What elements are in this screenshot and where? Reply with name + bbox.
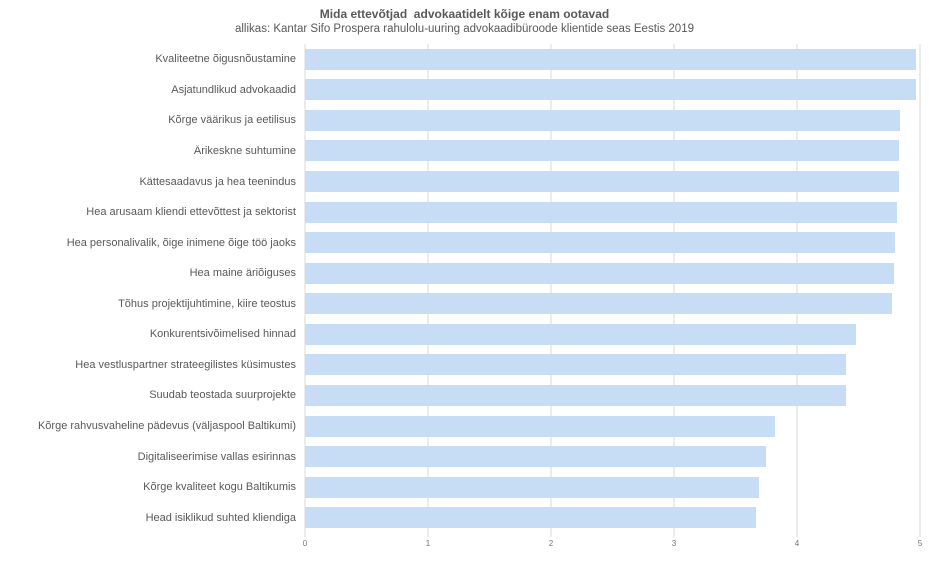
category-label: Kõrge kvaliteet kogu Baltikumis (143, 481, 296, 494)
bar-track (305, 48, 920, 70)
bar-track (305, 446, 920, 468)
bar (305, 293, 892, 315)
bar (305, 476, 759, 498)
bar (305, 48, 917, 70)
bar (305, 507, 757, 529)
bar (305, 232, 896, 254)
chart-header: Mida ettevõtjad advokaatidelt kõige enam… (0, 0, 929, 37)
bar-track (305, 323, 920, 345)
category-label: Kvaliteetne õigusnõustamine (155, 53, 296, 66)
bar (305, 323, 857, 345)
x-tick-label: 5 (917, 539, 923, 548)
bar (305, 384, 847, 406)
bar (305, 354, 847, 376)
category-label: Asjatundlikud advokaadid (171, 83, 296, 96)
category-label: Tõhus projektijuhtimine, kiire teostus (118, 297, 296, 310)
bar-row: Kõrge rahvusvaheline pädevus (väljaspool… (0, 411, 929, 442)
bar-row: Hea maine äriõiguses (0, 258, 929, 289)
x-tick-label: 2 (548, 539, 554, 548)
x-tick-label: 1 (425, 539, 431, 548)
bar-track (305, 476, 920, 498)
bar-track (305, 415, 920, 437)
bar-track (305, 140, 920, 162)
bar-row: Kõrge väärikus ja eetilisus (0, 105, 929, 136)
category-label: Hea maine äriõiguses (189, 267, 296, 280)
bar-row: Hea arusaam kliendi ettevõttest ja sekto… (0, 197, 929, 228)
bar (305, 140, 900, 162)
chart-title: Mida ettevõtjad advokaatidelt kõige enam… (319, 7, 610, 21)
bar-track (305, 262, 920, 284)
bar-track (305, 354, 920, 376)
bar-track (305, 171, 920, 193)
category-label: Ärikeskne suhtumine (193, 144, 296, 157)
bar-row: Hea vestluspartner strateegilistes küsim… (0, 350, 929, 381)
bar-row: Kvaliteetne õigusnõustamine (0, 44, 929, 75)
bar-track (305, 384, 920, 406)
bar-row: Hea personalivalik, õige inimene õige tö… (0, 227, 929, 258)
category-label: Digitaliseerimise vallas esirinnas (137, 450, 296, 463)
category-label: Kättesaadavus ja hea teenindus (139, 175, 296, 188)
bar-chart: Kvaliteetne õigusnõustamine Asjatundlikud… (0, 44, 929, 559)
bar-row: Konkurentsivõimelised hinnad (0, 319, 929, 350)
chart-subtitle: allikas: Kantar Sifo Prospera rahulolu-u… (234, 23, 694, 35)
bar-row: Head isiklikud suhted kliendiga (0, 502, 929, 533)
category-label: Hea vestluspartner strateegilistes küsim… (75, 358, 296, 371)
bar-track (305, 232, 920, 254)
bar (305, 262, 895, 284)
bar-track (305, 79, 920, 101)
bar (305, 446, 767, 468)
bar-rows: Kvaliteetne õigusnõustamine Asjatundlikud… (0, 44, 929, 533)
category-label: Kõrge väärikus ja eetilisus (168, 114, 296, 127)
bar (305, 79, 917, 101)
bar (305, 415, 775, 437)
bar-track (305, 109, 920, 131)
bar-row: Asjatundlikud advokaadid (0, 75, 929, 106)
x-tick-label: 4 (794, 539, 800, 548)
x-tick-label: 3 (671, 539, 677, 548)
bar-track (305, 293, 920, 315)
category-label: Kõrge rahvusvaheline pädevus (väljaspool… (37, 420, 296, 433)
category-label: Konkurentsivõimelised hinnad (149, 328, 296, 341)
category-label: Head isiklikud suhted kliendiga (145, 511, 296, 524)
bar-row: Kättesaadavus ja hea teenindus (0, 166, 929, 197)
bar-track (305, 201, 920, 223)
bar-row: Tõhus projektijuhtimine, kiire teostus (0, 289, 929, 320)
bar (305, 171, 900, 193)
category-label: Suudab teostada suurprojekte (149, 389, 296, 402)
bar-track (305, 507, 920, 529)
category-label: Hea arusaam kliendi ettevõttest ja sekto… (86, 206, 296, 219)
bar-row: Digitaliseerimise vallas esirinnas (0, 441, 929, 472)
x-tick-label: 0 (302, 539, 308, 548)
bar (305, 201, 897, 223)
bar-row: Kõrge kvaliteet kogu Baltikumis (0, 472, 929, 503)
bar (305, 109, 901, 131)
x-axis: 0 1 2 3 4 5 (302, 539, 923, 553)
bar-row: Suudab teostada suurprojekte (0, 380, 929, 411)
bar-row: Ärikeskne suhtumine (0, 136, 929, 167)
category-label: Hea personalivalik, õige inimene õige tö… (66, 236, 296, 249)
